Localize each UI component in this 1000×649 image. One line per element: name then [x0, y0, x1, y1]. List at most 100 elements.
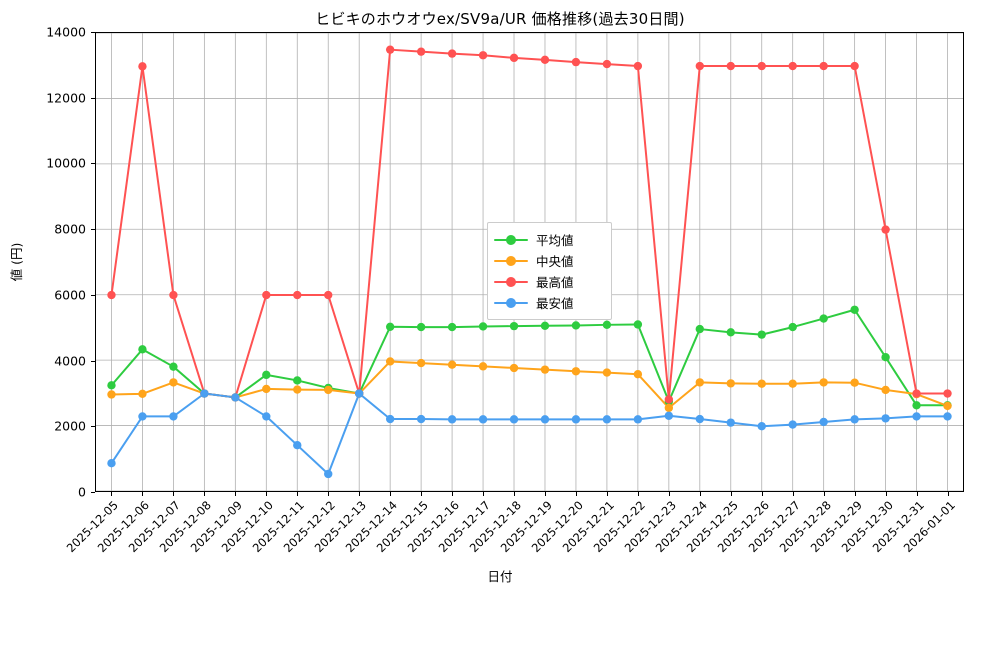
x-axis-tick-labels: 2025-12-05 2025-12-06 2025-12-07 2025-12-08… — [63, 492, 964, 572]
legend-swatch-median-icon — [494, 254, 528, 268]
data-point — [757, 379, 766, 388]
data-point — [757, 422, 766, 431]
data-point — [385, 357, 395, 366]
data-point — [540, 55, 550, 65]
data-point — [169, 362, 178, 371]
legend-label-max: 最高値 — [536, 275, 574, 290]
data-point — [385, 322, 395, 331]
data-point — [881, 414, 890, 423]
y-axis-tick-label: 14000 — [46, 24, 86, 40]
data-point — [169, 290, 178, 300]
chart-legend: 平均値 中央値 最高値 最安値 — [487, 222, 612, 320]
legend-dot-min — [506, 297, 516, 308]
legend-swatch-max-icon — [494, 275, 528, 289]
data-point — [788, 420, 797, 429]
data-point — [138, 345, 147, 354]
data-point — [819, 61, 828, 71]
y-axis-tick-label: 10000 — [46, 155, 86, 171]
data-point — [850, 378, 859, 387]
data-point — [509, 321, 519, 331]
data-point — [726, 328, 735, 337]
data-point — [200, 389, 209, 398]
legend-item-average[interactable]: 平均値 — [494, 229, 603, 250]
data-point — [138, 412, 147, 421]
data-point — [602, 415, 612, 424]
legend-item-max[interactable]: 最高値 — [494, 271, 603, 292]
data-point — [509, 53, 519, 63]
data-point — [138, 389, 147, 399]
legend-item-min[interactable]: 最安値 — [494, 292, 603, 313]
data-point — [912, 412, 921, 421]
legend-dot-average — [506, 234, 516, 245]
data-point — [695, 378, 704, 387]
data-point — [695, 61, 704, 71]
series-line-3 — [110, 392, 949, 475]
data-point — [633, 415, 643, 424]
gridlines — [96, 33, 963, 491]
data-point — [571, 367, 581, 376]
y-axis-tick-label: 6000 — [54, 287, 86, 303]
data-point — [881, 353, 890, 362]
data-point — [602, 59, 612, 69]
legend-dot-median — [506, 255, 516, 266]
data-point — [107, 390, 116, 399]
data-point — [943, 389, 952, 398]
data-point — [819, 314, 828, 323]
series-line-0 — [110, 308, 949, 407]
data-point — [324, 385, 333, 395]
data-point — [695, 324, 704, 334]
data-point — [293, 376, 302, 385]
legend-item-median[interactable]: 中央値 — [494, 250, 603, 271]
series-line-1 — [110, 360, 949, 409]
legend-dot-max — [506, 276, 516, 287]
data-point — [138, 62, 147, 71]
data-point — [726, 418, 735, 427]
y-axis-tick-label: 12000 — [46, 90, 86, 106]
data-point — [262, 290, 271, 300]
data-point — [478, 362, 488, 371]
data-point — [540, 321, 550, 330]
data-point — [850, 415, 859, 424]
data-point — [788, 61, 797, 71]
data-point — [447, 49, 457, 58]
data-point — [726, 379, 735, 388]
data-point — [447, 360, 457, 369]
data-point — [478, 415, 488, 424]
legend-swatch-min-icon — [494, 296, 528, 310]
legend-swatch-average-icon — [494, 233, 528, 247]
data-point — [416, 358, 426, 368]
y-axis-tick-label: 4000 — [54, 353, 86, 369]
data-point — [788, 379, 797, 388]
data-point — [633, 320, 643, 329]
chart-title: ヒビキのホウオウex/SV9a/UR 価格推移(過去30日間) — [315, 10, 685, 28]
y-axis-tick-labels: 0 2000 4000 6000 8000 10000 12000 14000 — [0, 25, 86, 500]
x-axis-title: 日付 — [487, 569, 513, 584]
data-point — [355, 389, 364, 398]
data-series-layer — [107, 45, 952, 479]
data-point — [757, 330, 766, 339]
data-point — [262, 370, 271, 380]
data-point — [943, 401, 952, 411]
data-point — [509, 363, 519, 373]
data-point — [416, 47, 426, 56]
data-point — [664, 411, 674, 420]
legend-label-median: 中央値 — [536, 254, 574, 269]
data-point — [324, 469, 333, 479]
data-point — [293, 290, 302, 300]
data-point — [478, 51, 488, 60]
data-point — [912, 401, 921, 410]
data-point — [107, 290, 116, 300]
legend-label-min: 最安値 — [536, 296, 574, 311]
data-point — [107, 459, 116, 468]
data-point — [726, 61, 735, 71]
data-point — [943, 412, 952, 421]
data-point — [633, 61, 643, 71]
plot-area — [95, 32, 964, 492]
data-point — [850, 61, 859, 71]
data-point — [447, 415, 457, 424]
data-point — [416, 322, 426, 332]
data-point — [571, 415, 581, 424]
data-point — [850, 305, 859, 314]
data-point — [788, 322, 797, 332]
